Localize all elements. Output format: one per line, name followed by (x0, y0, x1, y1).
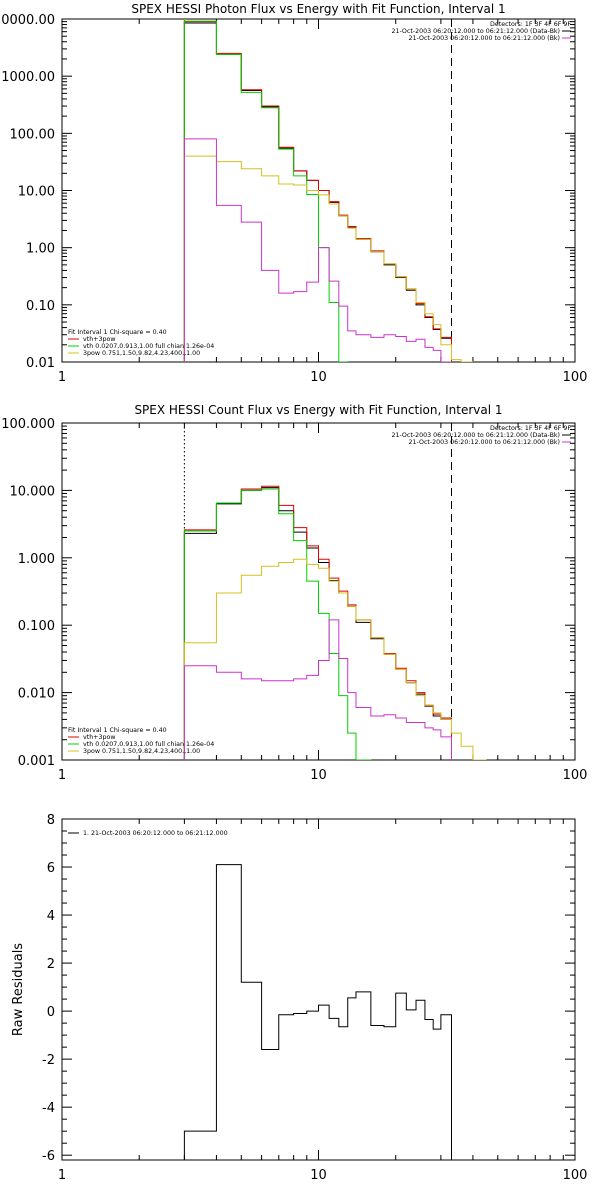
series-line-4 (183, 558, 487, 760)
y-tick-label: 10.000 (10, 484, 56, 499)
x-tick-label: 1 (58, 370, 66, 385)
legend-right-entry: Detectors: 1F 3F 4F 6F 9F (490, 21, 571, 28)
series-line-1 (183, 487, 452, 760)
y-tick-label: 0.010 (18, 687, 55, 702)
legend-right-entry: 21-Oct-2003 06:20:12.000 to 06:21:12.000… (391, 28, 560, 35)
legend-left-entry: vth 0.0207,0.913,1.00 full chian 1.26e-0… (83, 741, 214, 748)
y-tick-label: 10.00 (18, 185, 55, 200)
x-tick-label: 100 (563, 1168, 588, 1183)
series-group (183, 20, 474, 362)
axes-frame (61, 818, 576, 1161)
panel-2: SPEX HESSI Count Flux vs Energy with Fit… (1, 403, 587, 783)
legend-left-entry: 3pow 0.751,1.50,9.82,4.23,400.,1.00 (83, 748, 200, 755)
y-tick-label: -4 (42, 1101, 55, 1116)
y-tick-label: 0.01 (26, 356, 55, 371)
series-line-2 (183, 21, 452, 362)
panel-1: SPEX HESSI Photon Flux vs Energy with Fi… (0, 2, 587, 385)
series-line-3 (183, 20, 349, 362)
y-tick-label: 0.100 (18, 619, 55, 634)
x-tick-label: 1 (58, 1168, 66, 1183)
legend-left-entry: Fit Interval 1 Chi-square = 0.40 (68, 727, 167, 734)
series-line-1 (183, 864, 452, 1160)
y-tick-label: -2 (42, 1053, 55, 1068)
y-tick-label: 100.000 (1, 417, 55, 432)
x-tick-label: 10 (310, 768, 327, 783)
y-tick-label: 8 (47, 813, 55, 828)
chart-title: SPEX HESSI Count Flux vs Energy with Fit… (134, 403, 502, 417)
y-tick-label: 2 (47, 957, 55, 972)
y-tick-label: 1.00 (26, 242, 55, 257)
series-group (183, 864, 452, 1160)
y-tick-label: 4 (47, 909, 55, 924)
x-tick-label: 100 (563, 370, 588, 385)
y-tick-label: 0 (47, 1005, 55, 1020)
legend-left-entry: 1. 21-Oct-2003 06:20:12.000 to 06:21:12.… (83, 830, 228, 837)
y-tick-label: 100.00 (10, 127, 56, 142)
legend-right-entry: 21-Oct-2003 06:20:12.000 to 06:21:12.000… (409, 35, 560, 42)
legend-left-entry: vth+3pow (83, 734, 115, 741)
legend-left-entry: vth 0.0207,0.913,1.00 full chian 1.26e-0… (83, 343, 214, 350)
x-tick-label: 10 (310, 1168, 327, 1183)
legend-left-entry: vth+3pow (83, 336, 115, 343)
legend-left-entry: 3pow 0.751,1.50,9.82,4.23,400.,1.00 (83, 350, 200, 357)
series-line-5 (183, 619, 452, 760)
y-tick-label: 1000.00 (1, 70, 55, 85)
legend-right-entry: 21-Oct-2003 06:20:12.000 to 06:21:12.000… (391, 432, 560, 439)
x-tick-label: 100 (563, 768, 588, 783)
x-tick-label: 10 (310, 370, 327, 385)
series-line-5 (183, 138, 452, 362)
panel-3: 1 10 100 8 6 4 2 0 -2 -4 -6 Raw Residuals 1. 21-Oct-… (11, 813, 587, 1183)
y-tick-label: 6 (47, 861, 55, 876)
series-line-1 (183, 22, 452, 362)
series-line-4 (183, 155, 474, 362)
y-tick-label: -6 (42, 1149, 55, 1164)
chart-title: SPEX HESSI Photon Flux vs Energy with Fi… (131, 2, 505, 16)
y-tick-label: 1.000 (18, 552, 55, 567)
legend-left-entry: Fit Interval 1 Chi-square = 0.40 (68, 329, 167, 336)
series-line-2 (183, 485, 452, 760)
y-tick-label: 0.001 (18, 754, 55, 769)
legend-right-entry: Detectors: 1F 3F 4F 6F 9F (490, 425, 571, 432)
series-group (183, 485, 487, 760)
y-tick-label: 0.10 (26, 299, 55, 314)
legend-right-entry: 21-Oct-2003 06:20:12.000 to 06:21:12.000… (409, 439, 560, 446)
y-axis-label: Raw Residuals (11, 943, 26, 1036)
x-tick-label: 1 (58, 768, 66, 783)
